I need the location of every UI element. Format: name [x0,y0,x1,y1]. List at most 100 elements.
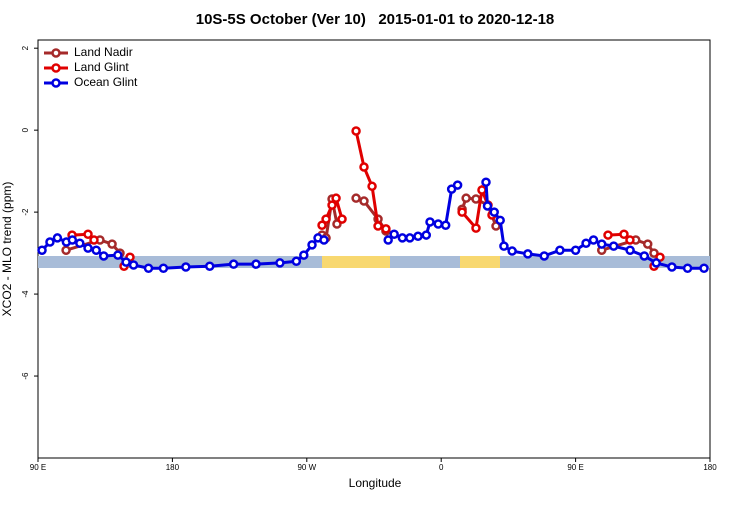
data-point [425,217,435,227]
data-point [471,194,481,204]
legend-marker [51,63,61,73]
data-point [359,162,369,172]
data-point [440,220,451,230]
data-point [461,193,471,203]
data-point [381,224,391,234]
x-tick-label: 180 [703,463,717,472]
data-point [307,240,317,250]
data-point [319,235,329,245]
y-axis-label: XCO2 - MLO trend (ppm) [0,182,14,317]
data-point [482,201,493,211]
data-point [507,246,517,256]
data-point [625,245,635,255]
data-point [321,214,331,224]
data-point [555,245,565,255]
y-tick-label: -4 [21,290,30,298]
data-point [61,245,71,255]
data-point [143,263,154,274]
data-point [619,229,629,239]
x-tick-label: 90 W [297,463,316,472]
data-point [457,207,467,217]
data-point [331,193,341,203]
data-point [317,220,327,230]
data-point [588,235,599,245]
data-point [373,221,383,231]
data-point [642,239,653,249]
x-tick-label: 90 E [30,463,46,472]
x-tick-label: 90 E [567,463,583,472]
x-tick-label: 0 [439,463,444,472]
data-point [581,238,591,249]
data-point [421,230,432,240]
data-point [83,243,93,253]
data-point [477,185,487,195]
legend-label: Land Nadir [74,45,133,59]
data-point [181,262,191,272]
legend-label: Ocean Glint [74,75,138,89]
data-point [251,259,261,269]
data-point [489,207,499,217]
data-point [495,215,505,226]
data-point [89,235,99,245]
land-band [460,256,500,268]
y-tick-label: 2 [21,45,30,50]
data-point [45,237,55,247]
data-point [649,248,659,258]
data-point [37,245,47,255]
data-point [359,196,369,206]
data-point [413,231,423,242]
data-point [383,235,393,245]
data-point [52,233,63,243]
data-point [651,258,661,268]
data-point [389,229,399,239]
data-point [603,230,613,240]
data-point [471,223,481,233]
chart-title: 10S-5S October (Ver 10) 2015-01-01 to 20… [196,11,555,28]
data-point [608,241,619,251]
data-point [499,241,509,251]
data-point [291,256,302,267]
y-tick-label: -6 [21,372,30,380]
data-point [596,239,607,249]
legend-marker [51,48,61,58]
data-point [397,233,408,243]
data-point [228,259,239,269]
data-point [351,193,361,203]
data-point [299,250,309,260]
y-tick-label: 0 [21,127,30,132]
data-point [699,263,709,274]
data-point [98,251,109,261]
legend-marker [51,78,61,88]
data-point [128,260,139,270]
data-point [275,258,285,268]
data-point [367,181,377,192]
data-point [639,251,650,261]
data-point [667,262,677,272]
data-point [75,238,85,249]
data-point [405,233,415,243]
data-point [481,177,491,187]
data-point [682,263,693,274]
data-point [83,229,93,239]
data-point [433,219,443,229]
data-point [539,251,549,261]
data-point [121,257,131,267]
data-point [107,239,117,249]
data-point [570,245,581,255]
legend-label: Land Glint [74,60,129,74]
data-point [351,126,361,136]
series-line [65,196,656,255]
data-point [67,235,78,245]
data-point [446,184,457,194]
data-point [91,245,101,255]
x-axis-label: Longitude [349,476,402,490]
y-tick-label: -2 [21,208,30,216]
data-point [158,263,169,274]
data-point [337,214,347,224]
data-point [204,261,215,271]
x-tick-label: 180 [166,463,180,472]
data-point [523,249,533,259]
data-point [625,235,635,245]
land-band [322,256,390,268]
